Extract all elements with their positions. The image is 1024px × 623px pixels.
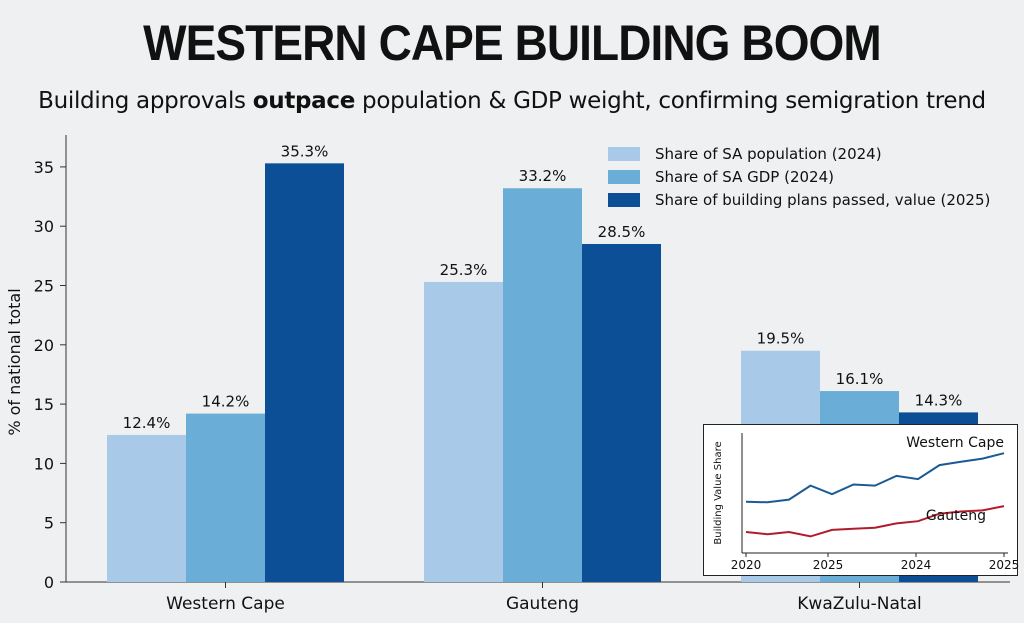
chart-title: WESTERN CAPE BUILDING BOOM [143,15,882,71]
data-label: 33.2% [519,167,567,185]
bar-building-plans [265,163,344,583]
inset-line-western-cape [745,452,1005,504]
y-tick-label: 10 [34,454,54,473]
x-tick-label: KwaZulu-Natal [797,594,921,614]
x-tick-label: Gauteng [506,594,579,614]
data-label: 19.5% [757,330,805,348]
inset-line-gauteng [745,505,1005,538]
data-label: 25.3% [440,261,488,279]
data-label: 14.3% [915,391,963,409]
data-label: 16.1% [836,370,884,388]
y-axis-label: % of national total [5,288,24,435]
y-tick-label: 15 [34,395,54,414]
bar-population [424,281,503,582]
y-tick-label: 25 [34,277,54,296]
x-tick-label: Western Cape [166,594,285,614]
subtitle-part2: population & GDP weight, confirming semi… [355,88,986,114]
inset-label-gauteng: Gauteng [926,508,986,524]
y-tick-label: 20 [34,336,54,355]
legend-label-gdp: Share of SA GDP (2024) [655,167,834,186]
inset-label-western-cape: Western Cape [906,435,1004,451]
bar-building-plans [582,243,661,583]
chart-subtitle: Building approvals outpace population & … [0,88,1024,114]
y-tick-label: 5 [44,514,54,533]
legend-item-gdp: Share of SA GDP (2024) [608,165,990,188]
inset-x-tick-label: 2025 [813,558,844,572]
legend-item-population: Share of SA population (2024) [608,142,990,165]
inset-line-chart-svg: Building Value Share 2020 2025 2024 2025 West… [713,433,1019,572]
bar-gdp [186,413,265,582]
bar-gdp [503,188,582,583]
subtitle-emphasis: outpace [252,88,356,114]
legend-item-building-plans: Share of building plans passed, value (2… [608,188,990,211]
inset-x-tick-label: 2020 [731,558,762,572]
data-label: 12.4% [123,414,171,432]
y-tick-label: 35 [34,158,54,177]
inset-y-axis-label: Building Value Share [713,441,724,544]
y-tick-label: 0 [44,573,54,592]
data-label: 14.2% [202,393,250,411]
inset-x-tick-label: 2024 [901,558,932,572]
legend-label-building-plans: Share of building plans passed, value (2… [655,190,991,209]
inset-x-tick-label: 2025 [989,558,1019,572]
legend-swatch-building-plans [608,192,640,207]
legend-swatch-population [608,146,640,161]
data-label: 28.5% [598,223,646,241]
subtitle-part1: Building approvals [38,88,253,114]
inset-line-chart: Building Value Share 2020 2025 2024 2025 West… [703,424,1019,576]
y-tick-label: 30 [34,217,54,236]
legend-label-population: Share of SA population (2024) [655,144,882,163]
legend: Share of SA population (2024) Share of S… [608,142,990,211]
legend-swatch-gdp [608,169,640,184]
data-label: 35.3% [281,142,329,160]
bar-population [107,434,186,582]
